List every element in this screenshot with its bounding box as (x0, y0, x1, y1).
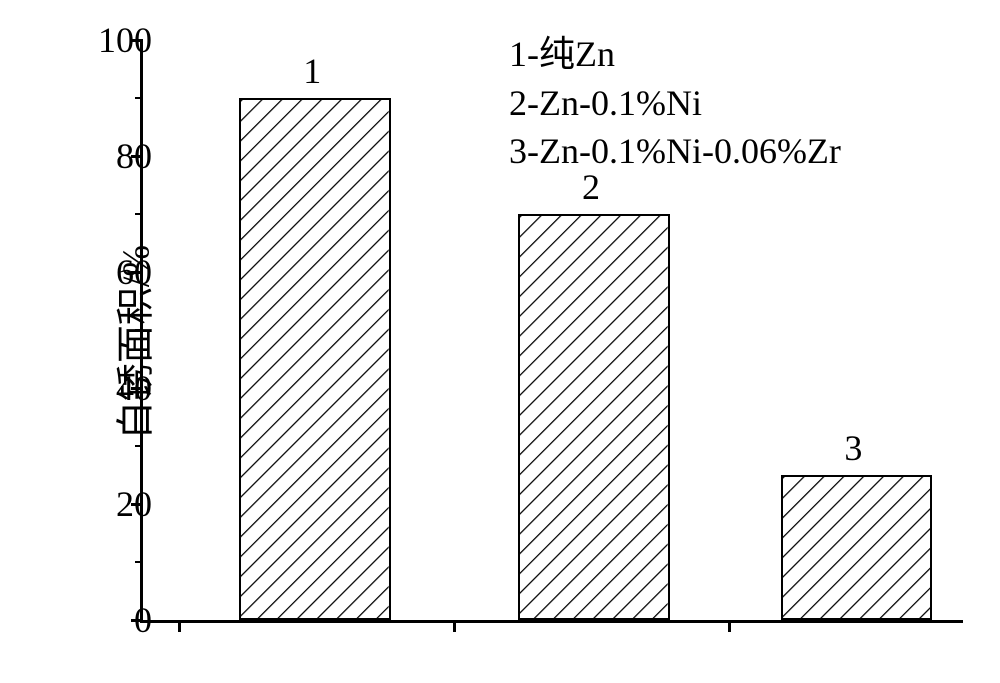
legend: 1-纯Zn2-Zn-0.1%Ni3-Zn-0.1%Ni-0.06%Zr (509, 30, 841, 176)
y-tick-minor (135, 329, 143, 331)
bar-hatch (783, 477, 931, 618)
y-tick-label: 80 (116, 135, 152, 177)
y-tick-label: 0 (134, 599, 152, 641)
bar-hatch (241, 100, 389, 618)
bar (239, 98, 391, 620)
x-tick (453, 620, 456, 632)
bar-label: 1 (303, 50, 321, 92)
legend-line: 1-纯Zn (509, 30, 841, 79)
legend-line: 3-Zn-0.1%Ni-0.06%Zr (509, 127, 841, 176)
y-tick-minor (135, 561, 143, 563)
x-tick (728, 620, 731, 632)
bar (781, 475, 933, 620)
y-tick-label: 100 (98, 19, 152, 61)
y-tick-minor (135, 445, 143, 447)
y-tick-minor (135, 97, 143, 99)
bar-hatch (520, 216, 668, 618)
y-tick-label: 40 (116, 367, 152, 409)
y-tick-minor (135, 213, 143, 215)
legend-line: 2-Zn-0.1%Ni (509, 79, 841, 128)
y-tick-label: 60 (116, 251, 152, 293)
y-tick-label: 20 (116, 483, 152, 525)
x-tick (178, 620, 181, 632)
bar (518, 214, 670, 620)
chart-container: 白锈面积/% 0204060801001231-纯Zn2-Zn-0.1%Ni3-… (20, 20, 980, 663)
bar-label: 3 (844, 427, 862, 469)
